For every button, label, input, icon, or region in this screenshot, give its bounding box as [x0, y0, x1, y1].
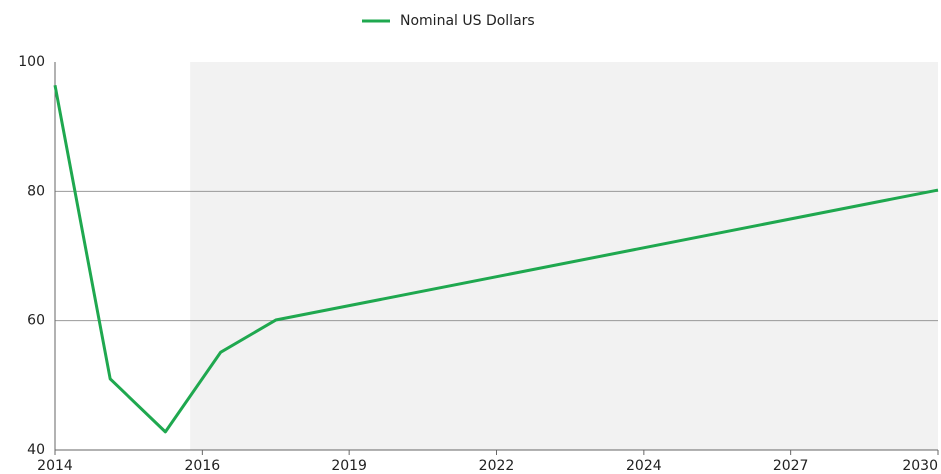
- x-tick-label: 2024: [626, 458, 662, 474]
- y-tick-label: 60: [27, 313, 45, 329]
- x-tick-label: 2016: [185, 458, 221, 474]
- x-tick-label: 2030: [902, 458, 938, 474]
- y-tick-label: 80: [27, 183, 45, 199]
- x-tick-label: 2022: [479, 458, 515, 474]
- y-tick-label: 100: [18, 54, 45, 70]
- series-line: [53, 85, 939, 434]
- x-tick-label: 2027: [773, 458, 809, 474]
- legend-label: Nominal US Dollars: [400, 13, 535, 29]
- y-tick-label: 40: [27, 442, 45, 458]
- x-tick-label: 2014: [37, 458, 73, 474]
- x-tick-label: 2019: [331, 458, 367, 474]
- forecast-shade: [190, 62, 939, 450]
